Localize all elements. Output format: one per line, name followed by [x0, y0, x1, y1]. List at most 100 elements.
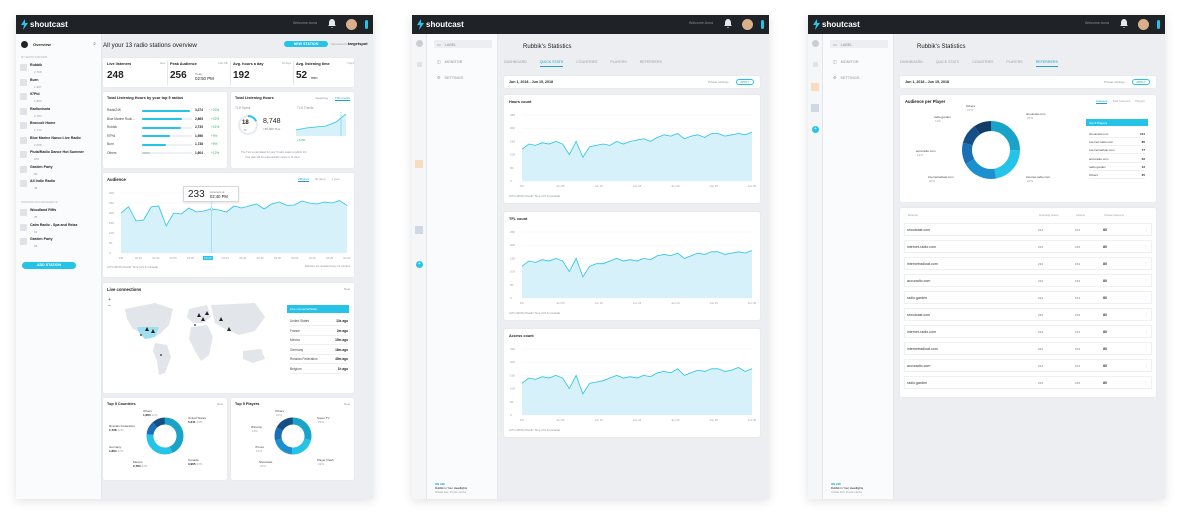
row-menu-icon[interactable]: ⋮ — [1144, 329, 1148, 334]
nav-item-settings[interactable]: ⚙ SETTINGS — [437, 75, 463, 81]
audience-chart[interactable]: 300 250 200 150 100 50 0 PM 02:30 02:40 02:50 03:00… — [107, 187, 351, 263]
column-header[interactable]: Access — [1076, 213, 1086, 217]
row-menu-icon[interactable]: ⋮ — [1144, 346, 1148, 351]
sidebar-station[interactable]: Blue Marine Narco Live Radio 2,668 — [20, 136, 100, 148]
nav-item-monitor[interactable]: ◫ MONITOR — [437, 59, 462, 65]
table-row[interactable]: internetradioat.com 234 154 80 ⋮ — [904, 257, 1152, 270]
logo[interactable]: shoutcast — [21, 19, 68, 30]
sidebar-station[interactable]: Piuta/Radio Dance Hot Summer 282 — [20, 150, 100, 162]
add-station-icon[interactable]: + — [812, 126, 819, 133]
tab-dashboard[interactable]: DASHBOARD — [504, 60, 527, 64]
sidebar-managed-station[interactable]: Calm Radio - Spa and Relax 91 — [20, 223, 100, 235]
audience-tab[interactable]: 1 year — [331, 177, 340, 181]
column-header[interactable]: Listening Hours — [1039, 213, 1059, 217]
sidebar-station[interactable]: Rubbik 2,768 — [20, 63, 100, 75]
avatar[interactable] — [1138, 19, 1149, 30]
row-menu-icon[interactable]: ⋮ — [1144, 312, 1148, 317]
apply-button[interactable]: APPLY — [1132, 79, 1150, 85]
nav-item-label[interactable]: ▭ LABEL — [833, 42, 852, 48]
live-row[interactable]: Germany 18m ago — [290, 347, 348, 355]
search-icon[interactable]: ⌕ — [93, 41, 96, 47]
row-menu-icon[interactable]: ⋮ — [1144, 278, 1148, 283]
now-playing[interactable]: ON AIR Rubbik in Your Headlights Uhlala … — [831, 482, 863, 494]
tab-now[interactable]: Now — [216, 402, 223, 406]
add-station-button[interactable]: ADD STATION — [22, 262, 76, 269]
add-station-icon[interactable]: + — [416, 261, 423, 268]
apply-button[interactable]: APPLY — [736, 79, 754, 85]
avatar[interactable] — [346, 19, 357, 30]
table-row[interactable]: accuradio.com 234 154 80 ⋮ — [904, 359, 1152, 372]
station-avatar[interactable] — [415, 160, 423, 168]
tlh-row[interactable]: Blue Marine Rock... 2,865 +22% — [107, 117, 223, 124]
live-row[interactable]: France 2m ago — [290, 328, 348, 336]
station-avatar[interactable] — [417, 62, 422, 67]
tab-quick-stats[interactable]: QUICK STATS — [935, 60, 960, 64]
tab-quick-stats[interactable]: QUICK STATS — [539, 60, 564, 67]
player-row[interactable]: radio.garden 12 — [1089, 164, 1145, 171]
sidebar-station[interactable]: Garden Party 80 — [20, 165, 100, 177]
sidebar-item-overview[interactable]: Overview — [21, 41, 51, 48]
tab-now[interactable]: Now — [343, 402, 350, 406]
tlh-row[interactable]: Others 1,604 +12% — [107, 151, 223, 158]
station-avatar[interactable] — [416, 40, 423, 47]
sidebar-station[interactable]: All Indie Radio 48 — [20, 179, 100, 191]
audience-tab[interactable]: 30 days — [314, 177, 326, 181]
row-menu-icon[interactable]: ⋮ — [1144, 227, 1148, 232]
player-row[interactable]: accuradio.com 62 — [1089, 156, 1145, 163]
live-row[interactable]: Russian Federation 45m ago — [290, 356, 348, 364]
tab-players[interactable]: PLAYERS — [610, 60, 627, 64]
stat-chart[interactable]: 250 200 150 100 50 0 Pm Jun 05 Jun 10 Jun 15 Jun 2… — [508, 343, 756, 425]
nav-item-label[interactable]: ▭ LABEL — [437, 42, 456, 48]
nav-item-monitor[interactable]: ◫ MONITOR — [833, 59, 858, 65]
tab-countries[interactable]: COUNTRIES — [972, 60, 994, 64]
sidebar-managed-station[interactable]: Woodland Riffs 25 — [20, 208, 100, 220]
stat-chart[interactable]: 250 200 150 100 50 0 Pm Jun 05 Jun 10 Jun 15 Jun 2… — [508, 226, 756, 308]
station-avatar[interactable] — [813, 62, 818, 67]
player-row[interactable]: internetradioat.com 77 — [1089, 147, 1145, 155]
panel-tab[interactable]: Total Listeners — [1112, 99, 1131, 103]
menu-indicator-icon[interactable] — [1157, 20, 1160, 29]
station-avatar[interactable] — [812, 40, 819, 47]
column-header[interactable]: Referrer — [908, 213, 919, 217]
stat-chart[interactable]: 250 200 150 100 50 0 Pm Jun 05 Jun 10 Jun 15 Jun 2… — [508, 109, 756, 191]
live-row[interactable]: United States 13s ago — [290, 318, 348, 326]
panel-tab[interactable]: Players — [1135, 99, 1145, 103]
table-row[interactable]: internetradioat.com 234 154 80 ⋮ — [904, 342, 1152, 355]
new-station-button[interactable]: NEW STATION — [284, 41, 328, 47]
date-range[interactable]: Jun 1, 2018 - Jun 15, 2018 — [509, 80, 553, 84]
sidebar-station[interactable]: Burn 1,987 — [20, 78, 100, 90]
sidebar-station[interactable]: Broccoli Home 1,743 — [20, 121, 100, 133]
tlh-row[interactable]: Radio24K 3,274 +23% — [107, 108, 223, 115]
bell-icon[interactable] — [1120, 19, 1128, 28]
menu-indicator-icon[interactable] — [761, 20, 764, 29]
tab-now[interactable]: Now — [343, 287, 350, 291]
nav-item-settings[interactable]: ⚙ SETTINGS — [833, 75, 859, 81]
tab-dashboard[interactable]: DASHBOARD — [900, 60, 923, 64]
table-row[interactable]: internet-radio.com 234 154 80 ⋮ — [904, 325, 1152, 338]
audience-tab[interactable]: 24hours — [298, 177, 309, 182]
table-row[interactable]: shoutcast.com 234 154 80 ⋮ — [904, 223, 1152, 236]
sidebar-station[interactable]: Radiovisnia 2,784 — [20, 107, 100, 119]
menu-indicator-icon[interactable] — [365, 20, 368, 29]
row-menu-icon[interactable]: ⋮ — [1144, 244, 1148, 249]
row-menu-icon[interactable]: ⋮ — [1144, 295, 1148, 300]
avatar[interactable] — [742, 19, 753, 30]
map-zoom-controls[interactable]: + – — [108, 297, 111, 309]
now-playing[interactable]: ON AIR Rubbik in Your Headlights Uhlala … — [435, 482, 467, 494]
bell-icon[interactable] — [328, 19, 336, 28]
table-row[interactable]: radio.garden 234 154 80 ⋮ — [904, 376, 1152, 389]
table-row[interactable]: internet-radio.com 234 154 80 ⋮ — [904, 240, 1152, 253]
bell-icon[interactable] — [724, 19, 732, 28]
tab-countries[interactable]: COUNTRIES — [576, 60, 598, 64]
player-row[interactable]: internet-radio.com 85 — [1089, 139, 1145, 147]
row-menu-icon[interactable]: ⋮ — [1144, 261, 1148, 266]
logo[interactable]: shoutcast — [417, 19, 464, 30]
station-avatar[interactable] — [415, 226, 423, 234]
tab-referrers[interactable]: REFERRERS — [1035, 60, 1058, 67]
station-avatar[interactable] — [811, 83, 819, 91]
tlh-row[interactable]: Rubbik 2,735 +21% — [107, 125, 223, 132]
sidebar-station[interactable]: 97Pid 1,853 — [20, 92, 100, 104]
player-row[interactable]: Others 25 — [1089, 172, 1145, 179]
row-menu-icon[interactable]: ⋮ — [1144, 380, 1148, 385]
live-row[interactable]: Belgium 1h ago — [290, 366, 348, 374]
